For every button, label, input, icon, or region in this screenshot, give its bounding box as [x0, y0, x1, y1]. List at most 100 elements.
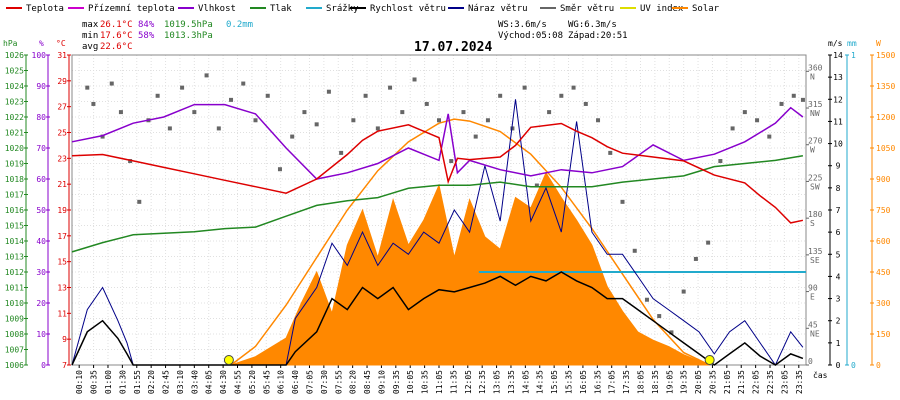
wind-direction-point [241, 81, 246, 86]
direction-axis-tick-label: 315 [808, 100, 823, 109]
wind-direction-point [510, 126, 515, 131]
pressure-axis-tick-label: 1025 [5, 67, 24, 76]
wind-direction-point [192, 110, 197, 115]
stat-avg-temp: 22.6°C [100, 42, 133, 52]
unit-mm: mm [847, 39, 857, 48]
stat-sunrise: Východ:05:08 [498, 31, 563, 41]
wind-direction-point [216, 126, 221, 131]
x-tick-label: 19:05 [665, 370, 674, 394]
unit-cas: čas [813, 370, 828, 380]
wind-direction-point [137, 199, 142, 204]
pressure-axis-tick-label: 1012 [5, 268, 24, 277]
x-tick-label: 14:35 [536, 370, 545, 394]
wind-direction-point [669, 330, 674, 335]
x-tick-label: 11:35 [449, 370, 458, 394]
direction-axis-compass-label: W [810, 146, 815, 155]
wind-direction-point [118, 110, 123, 115]
temperature-axis-tick-label: 15 [57, 258, 67, 267]
wind-direction-point [400, 110, 405, 115]
humidity-axis-tick-label: 80 [36, 113, 46, 122]
solar-axis-tick-label: 1350 [876, 82, 895, 91]
humidity-axis-tick-label: 70 [36, 144, 46, 153]
wind-axis-tick-label: 3 [836, 295, 841, 304]
solar-axis-tick-label: 600 [876, 237, 891, 246]
wind-direction-point [85, 85, 90, 90]
wind-direction-point [596, 118, 601, 123]
pressure-axis-tick-label: 1024 [5, 82, 24, 91]
direction-axis-compass-label: SE [810, 256, 820, 265]
x-tick-label: 16:35 [593, 370, 602, 394]
wind-direction-point [620, 199, 625, 204]
x-tick-label: 20:35 [708, 370, 717, 394]
x-tick-label: 09:35 [392, 370, 401, 394]
solar-axis-tick-label: 1200 [876, 113, 895, 122]
wind-direction-point [522, 85, 527, 90]
sunrise-marker [223, 355, 234, 365]
x-tick-label: 20:05 [694, 370, 703, 394]
wind-direction-point [388, 85, 393, 90]
x-tick-label: 00:10 [75, 370, 84, 394]
wind-direction-point [800, 97, 805, 102]
unit-pct: % [39, 39, 44, 48]
solar-axis-tick-label: 900 [876, 175, 891, 184]
temperature-axis-tick-label: 9 [62, 335, 67, 344]
wind-axis-tick-label: 5 [836, 250, 841, 259]
wind-direction-point [498, 93, 503, 98]
legend-label: Rychlost větru [370, 4, 446, 14]
legend-label: Náraz větru [468, 4, 528, 14]
wind-axis-tick-label: 11 [833, 117, 843, 126]
x-tick-label: 04:30 [219, 370, 228, 394]
stats-block: max 26.1°C 84% 1019.5hPa 0.2mm min 17.6°… [82, 20, 628, 52]
wind-direction-point [290, 134, 295, 139]
humidity-axis-tick-label: 20 [36, 299, 46, 308]
temperature-axis-tick-label: 13 [57, 284, 67, 293]
legend-label: Tlak [270, 4, 292, 14]
x-tick-label: 08:45 [363, 370, 372, 394]
x-tick-label: 01:30 [118, 370, 127, 394]
x-tick-label: 15:35 [565, 370, 574, 394]
x-tick-label: 01:55 [133, 370, 142, 394]
wind-direction-point [167, 126, 172, 131]
wind-direction-point [128, 159, 133, 164]
x-tick-label: 02:45 [162, 370, 171, 394]
wind-axis-tick-label: 2 [836, 317, 841, 326]
wind-direction-point [473, 134, 478, 139]
x-tick-label: 21:05 [723, 370, 732, 394]
x-tick-label: 23:35 [795, 370, 804, 394]
wind-axis-tick-label: 4 [836, 272, 841, 281]
x-axis: 00:10 00:35 01:00 01:30 01:55 02:20 02:45 03:10… [75, 365, 804, 394]
solar-axis-tick-label: 1050 [876, 144, 895, 153]
x-tick-label: 02:20 [147, 370, 156, 394]
pressure-axis-tick-label: 1006 [5, 361, 24, 370]
unit-w: W [876, 39, 881, 48]
x-tick-label: 03:40 [190, 370, 199, 394]
x-tick-label: 09:10 [377, 370, 386, 394]
solar-axis-tick-label: 150 [876, 330, 891, 339]
solar-axis-tick-label: 750 [876, 206, 891, 215]
direction-axis-compass-label: SW [810, 182, 820, 191]
x-tick-label: 05:20 [248, 370, 257, 394]
humidity-axis-tick-label: 10 [36, 330, 46, 339]
unit-headers: hPa % °C m/s mm W čas [3, 39, 881, 380]
humidity-axis-tick-label: 90 [36, 82, 46, 91]
solar-axis-tick-label: 450 [876, 268, 891, 277]
direction-axis-compass-label: NW [810, 109, 820, 118]
temperature-axis-tick-label: 31 [57, 51, 67, 60]
x-tick-label: 06:10 [277, 370, 286, 394]
pressure-axis-tick-label: 1026 [5, 51, 24, 60]
wind-direction-point [351, 118, 356, 123]
wind-axis-tick-label: 6 [836, 228, 841, 237]
x-tick-label: 22:05 [752, 370, 761, 394]
solar-axis-tick-label: 300 [876, 299, 891, 308]
wind-direction-point [449, 159, 454, 164]
x-tick-label: 16:05 [579, 370, 588, 394]
humidity-axis-tick-label: 0 [41, 361, 46, 370]
x-tick-label: 13:05 [493, 370, 502, 394]
pressure-axis-tick-label: 1015 [5, 222, 24, 231]
legend: Teplota Přízemní teplota Vlhkost Tlak Srážky… [6, 4, 720, 14]
wind-direction-point [461, 110, 466, 115]
direction-axis-tick-label: 0 [808, 357, 813, 366]
direction-axis-compass-label: NE [810, 329, 820, 338]
pressure-axis-tick-label: 1018 [5, 175, 24, 184]
wind-direction-point [253, 118, 258, 123]
